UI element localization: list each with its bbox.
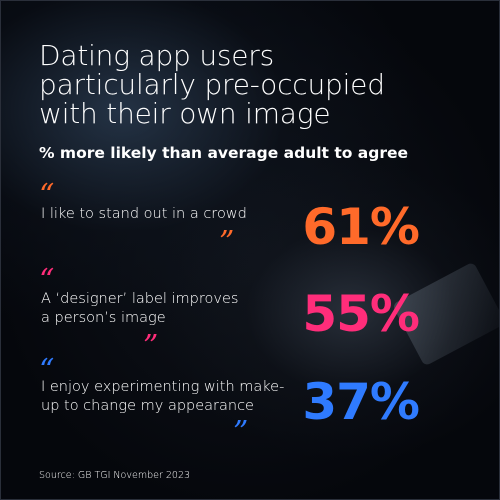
- subtitle: % more likely than average adult to agre…: [39, 144, 409, 162]
- statement-text: I enjoy experimenting with make- up to c…: [41, 378, 284, 416]
- statement-line: I enjoy experimenting with make-: [41, 379, 285, 395]
- stat-value: 61%: [302, 198, 420, 256]
- statement-line: up to change my appearance: [41, 398, 254, 414]
- stat-value: 37%: [302, 373, 420, 431]
- statement-text: A ‘designer’ label improves a person’s i…: [41, 290, 238, 328]
- stat-value: 55%: [302, 285, 420, 343]
- statement-line: A ‘designer’ label improves: [41, 291, 239, 307]
- page-title: Dating app users particularly pre-occupi…: [39, 41, 479, 128]
- open-quote-icon: “: [39, 178, 55, 213]
- title-line: particularly pre-occupied: [39, 68, 385, 101]
- close-quote-icon: ”: [233, 415, 249, 450]
- statement-text: I like to stand out in a crowd: [41, 205, 247, 224]
- title-line: Dating app users: [39, 39, 274, 72]
- close-quote-icon: ”: [219, 225, 235, 260]
- statement-line: I like to stand out in a crowd: [41, 206, 247, 222]
- open-quote-icon: “: [39, 263, 55, 298]
- statement-line: a person’s image: [41, 310, 166, 326]
- title-line: with their own image: [39, 97, 331, 130]
- open-quote-icon: “: [39, 353, 55, 388]
- close-quote-icon: ”: [143, 329, 159, 364]
- source-note: Source: GB TGI November 2023: [39, 470, 191, 481]
